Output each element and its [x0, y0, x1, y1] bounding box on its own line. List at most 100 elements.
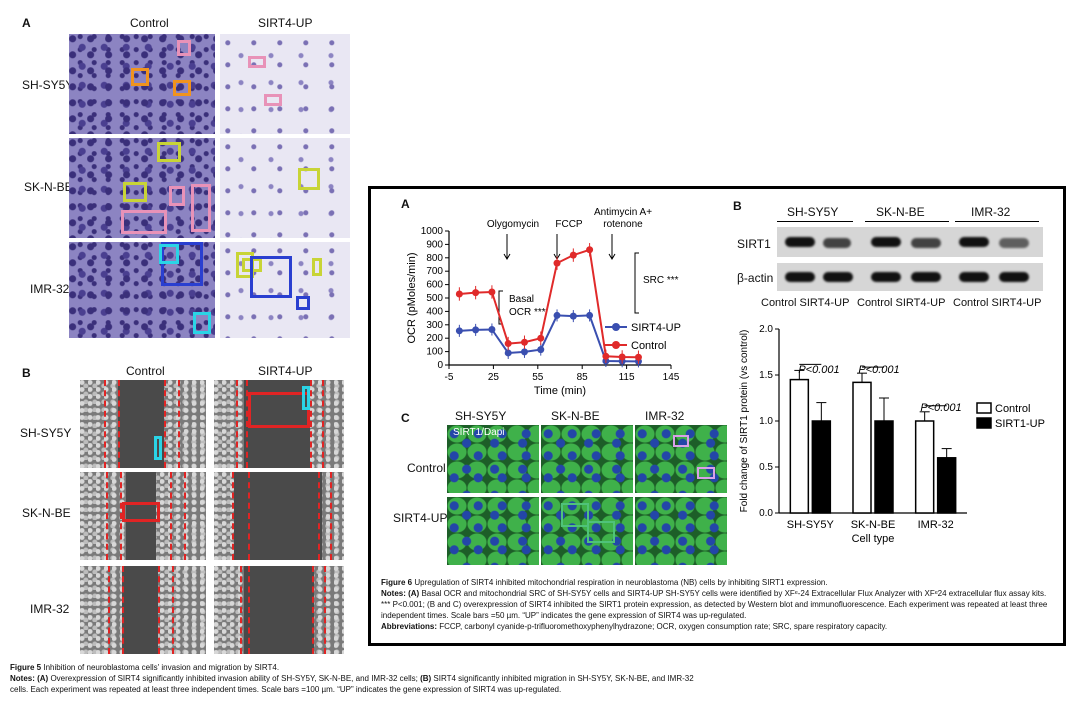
blot-band — [911, 272, 941, 282]
fig6-panel-b-letter: B — [733, 199, 742, 213]
highlight-box — [673, 435, 689, 447]
bar — [914, 420, 935, 514]
data-point — [520, 348, 528, 356]
legend-marker — [612, 323, 620, 331]
y-tick-label: 0 — [437, 360, 443, 371]
highlight-box — [561, 503, 589, 527]
x-tick-label: SH-SY5Y — [787, 519, 835, 531]
data-point — [553, 259, 561, 267]
y-tick-label: 900 — [426, 239, 443, 250]
data-point — [488, 325, 496, 333]
fig5-b-col-sirt4: SIRT4-UP — [258, 364, 313, 378]
migration-image — [214, 566, 344, 654]
wound-edge-line — [164, 380, 166, 468]
x-tick-label: 145 — [663, 372, 680, 383]
highlight-box — [248, 56, 266, 68]
western-blot: SH-SY5Y SK-N-BE IMR-32 SIRT1 β-actin Con… — [733, 189, 1063, 319]
highlight-box — [173, 80, 191, 96]
legend-swatch — [976, 417, 992, 429]
basal-ocr-label: OCR *** — [509, 307, 546, 318]
wound-gap — [244, 566, 314, 654]
pvalue-label: P<0.001 — [858, 364, 899, 376]
highlight-box — [121, 210, 167, 234]
legend-label: Control — [995, 403, 1030, 415]
y-tick-label: 400 — [426, 306, 443, 317]
highlight-box — [157, 142, 181, 162]
y-tick-label: 0.0 — [759, 508, 773, 519]
highlight-box — [248, 392, 310, 428]
wound-edge-line — [122, 566, 124, 654]
highlight-box — [177, 40, 191, 56]
blot-lane-label: Control SIRT4-UP — [857, 297, 946, 309]
invasion-image — [220, 242, 350, 338]
src-bracket — [634, 252, 639, 314]
wound-edge-line — [184, 472, 186, 560]
fig5-caption-notes: Notes: (A) Overexpression of SIRT4 signi… — [10, 674, 694, 694]
y-tick-label: 700 — [426, 266, 443, 277]
migration-image — [80, 472, 206, 560]
if-row-label: Control — [407, 461, 446, 475]
x-tick-label: 85 — [577, 372, 589, 383]
ocr-chart: 0 100 200 300 400 500 600 700 800 900 1000 -5 25 55 85… — [406, 207, 681, 397]
wound-edge-line — [312, 566, 314, 654]
bar — [874, 420, 894, 514]
group-divider — [865, 221, 949, 222]
y-tick-label: 500 — [426, 293, 443, 304]
blot-group-label: SH-SY5Y — [787, 205, 839, 219]
if-image: SIRT1/Dapi — [447, 425, 539, 493]
data-point — [455, 290, 463, 298]
wound-edge-line — [172, 566, 174, 654]
wound-edge-line — [178, 380, 180, 468]
data-point — [504, 349, 512, 357]
highlight-box — [161, 242, 203, 286]
data-point — [455, 327, 463, 335]
wound-gap — [122, 566, 158, 654]
highlight-box — [296, 296, 310, 310]
blot-band — [785, 272, 815, 282]
x-tick-label: 115 — [619, 372, 635, 383]
data-point — [488, 288, 496, 296]
invasion-image — [69, 138, 215, 238]
bar — [789, 378, 810, 514]
blot-band — [871, 272, 901, 282]
y-tick-label: 0.5 — [759, 462, 773, 473]
fig5-row-label: IMR-32 — [30, 282, 70, 296]
wound-edge-line — [108, 566, 110, 654]
immunofluorescence-grid: SH-SY5Y SK-N-BE IMR-32 Control SIRT4-UP … — [371, 403, 731, 573]
highlight-box — [169, 186, 185, 206]
x-tick-label: -5 — [445, 372, 454, 383]
if-stain-label: SIRT1/Dapi — [453, 427, 505, 438]
x-tick-label: SK-N-BE — [851, 519, 896, 531]
wound-edge-line — [158, 566, 160, 654]
data-point — [569, 251, 577, 259]
bar — [852, 381, 872, 514]
fig5-row-label: SH-SY5Y — [22, 78, 74, 92]
highlight-box — [123, 182, 147, 202]
fig5-b-col-control: Control — [126, 364, 165, 378]
fig5-col-control: Control — [130, 16, 169, 30]
blot-band — [823, 272, 853, 282]
highlight-box — [191, 184, 211, 232]
wound-gap — [126, 472, 156, 560]
wound-edge-line — [318, 472, 320, 560]
basal-label: Basal — [509, 294, 534, 305]
invasion-image — [220, 34, 350, 134]
wound-edge-line — [324, 566, 326, 654]
x-axis-label: Time (min) — [534, 385, 586, 397]
highlight-box — [122, 502, 160, 522]
fig5-b-row-label: SH-SY5Y — [20, 426, 72, 440]
legend-label: SIRT1-UP — [995, 418, 1045, 430]
invasion-image — [69, 34, 215, 134]
y-tick-label: 1.0 — [759, 416, 773, 427]
highlight-box — [131, 68, 149, 86]
data-point — [537, 346, 545, 354]
injection-arrowhead — [503, 253, 511, 260]
migration-image — [80, 566, 206, 654]
bar — [936, 457, 957, 514]
bar — [811, 420, 832, 514]
y-tick-label: 1.5 — [759, 370, 773, 381]
if-row-label: SIRT4-UP — [393, 511, 448, 525]
ocr-annotations: Olygomycin FCCP Antimycin A+ rotenone Ba… — [487, 207, 679, 318]
y-tick-label: 800 — [426, 253, 443, 264]
if-image — [447, 497, 539, 565]
